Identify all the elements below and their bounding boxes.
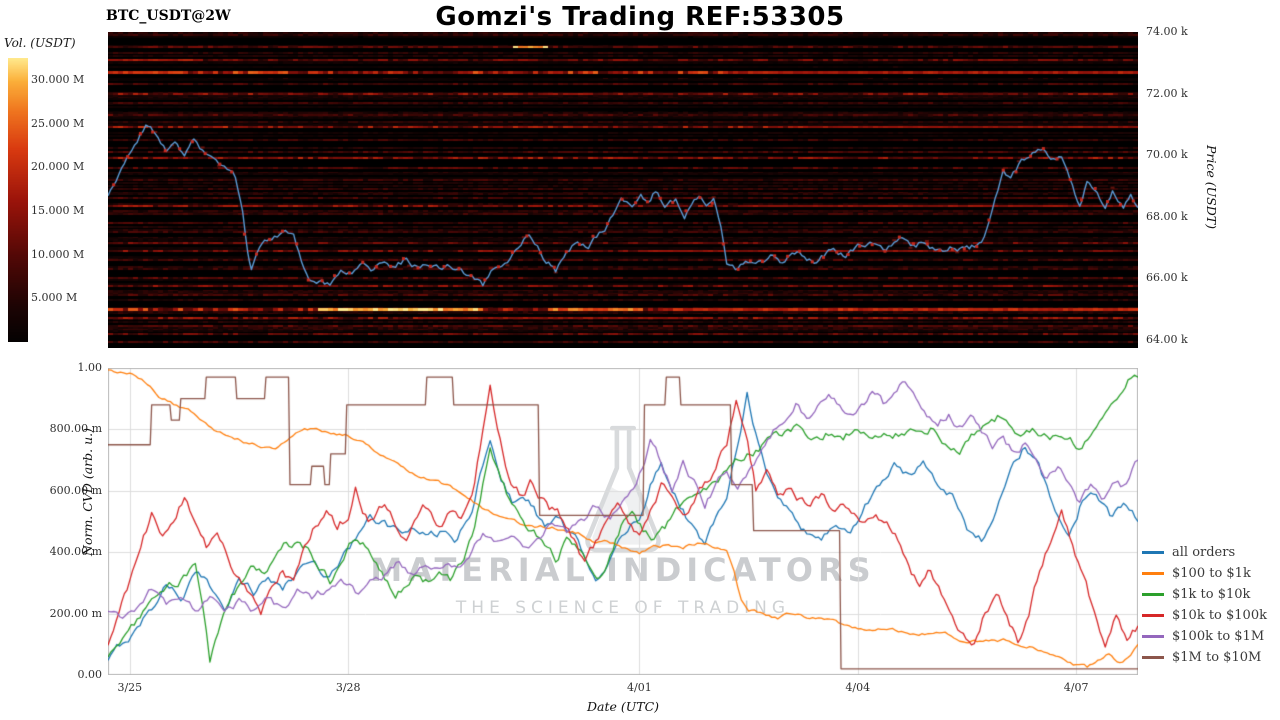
legend-item: $1k to $10k	[1142, 584, 1267, 605]
price-tick-label: 74.00 k	[1146, 25, 1188, 38]
legend-label: all orders	[1172, 545, 1236, 560]
cvd-ytick-label: 0.00	[77, 668, 103, 681]
legend-label: $10k to $100k	[1172, 608, 1267, 623]
price-tick-label: 70.00 k	[1146, 148, 1188, 162]
legend-label: $1k to $10k	[1172, 587, 1251, 602]
colorbar-tick-label: 5.000 M	[31, 291, 78, 305]
date-tick-label: 4/07	[1063, 681, 1089, 694]
legend-item: $100k to $1M	[1142, 626, 1267, 647]
legend-label: $1M to $10M	[1172, 650, 1262, 665]
legend-item: $10k to $100k	[1142, 605, 1267, 626]
symbol-label: BTC_USDT@2W	[106, 8, 231, 24]
legend-swatch	[1142, 572, 1164, 575]
colorbar-tick-label: 30.000 M	[31, 72, 85, 86]
legend-swatch	[1142, 614, 1164, 617]
colorbar-tick-label: 15.000 M	[31, 203, 85, 217]
legend-item: all orders	[1142, 542, 1267, 563]
volume-colorbar	[8, 58, 28, 342]
date-axis-label: Date (UTC)	[586, 699, 660, 714]
date-tick-label: 4/01	[627, 681, 652, 694]
price-tick-label: 72.00 k	[1146, 86, 1188, 100]
colorbar-tick-label: 10.000 M	[31, 247, 85, 261]
cvd-ytick-label: 1.00	[77, 361, 103, 374]
cvd-chart-canvas	[108, 368, 1138, 675]
legend-item: $1M to $10M	[1142, 647, 1267, 668]
cvd-ytick-label: 400.00 m	[49, 545, 102, 559]
price-volume-heatmap-canvas	[108, 32, 1138, 348]
legend-swatch	[1142, 635, 1164, 638]
legend-label: $100 to $1k	[1172, 566, 1251, 581]
colorbar-tick-label: 25.000 M	[31, 116, 85, 130]
price-tick-label: 68.00 k	[1146, 209, 1188, 223]
legend-swatch	[1142, 551, 1164, 554]
cvd-ytick-label: 200.00 m	[49, 606, 102, 620]
price-axis-label: Price (USDT)	[1204, 145, 1219, 229]
date-tick-label: 3/25	[117, 681, 143, 694]
date-tick-label: 4/04	[845, 681, 871, 694]
date-tick-label: 3/28	[335, 681, 361, 694]
legend-label: $100k to $1M	[1172, 629, 1265, 644]
legend-swatch	[1142, 593, 1164, 596]
cvd-ytick-label: 600.00 m	[49, 483, 102, 497]
price-tick-label: 64.00 k	[1146, 333, 1188, 346]
colorbar-axis-label: Vol. (USDT)	[4, 36, 76, 50]
cvd-ytick-label: 800.00 m	[49, 422, 102, 436]
price-tick-label: 66.00 k	[1146, 271, 1188, 285]
chart-title: Gomzi's Trading REF:53305	[435, 2, 845, 32]
legend: all orders $100 to $1k $1k to $10k $10k to …	[1142, 542, 1267, 668]
legend-item: $100 to $1k	[1142, 563, 1267, 584]
cvd-axis-label: Norm. CVD (arb. u.)	[80, 428, 95, 556]
legend-swatch	[1142, 656, 1164, 659]
colorbar-tick-label: 20.000 M	[31, 160, 85, 174]
